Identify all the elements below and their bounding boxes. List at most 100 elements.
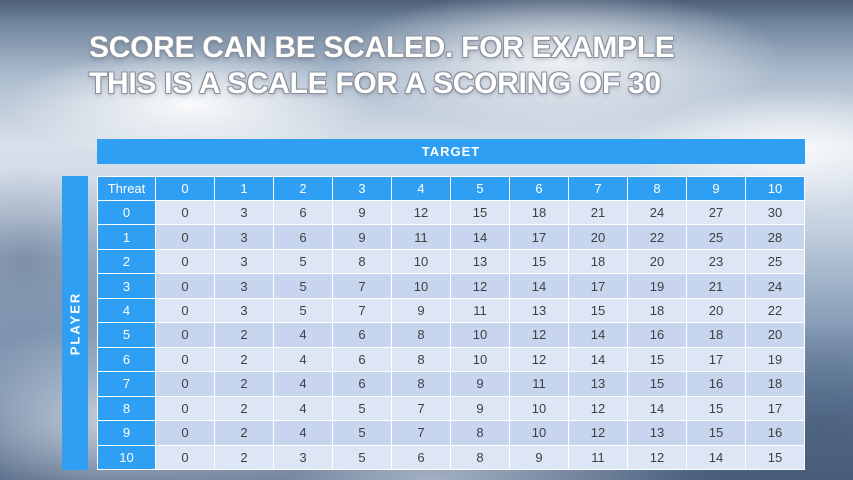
score-cell: 14 xyxy=(568,322,628,348)
score-cell: 13 xyxy=(627,420,687,446)
threat-corner-header: Threat xyxy=(97,176,156,201)
score-cell: 5 xyxy=(273,273,333,299)
score-cell: 8 xyxy=(391,322,451,348)
score-cell: 20 xyxy=(745,322,805,348)
score-cell: 23 xyxy=(686,248,746,275)
score-cell: 18 xyxy=(745,371,805,397)
threat-row-header: 0 xyxy=(97,199,156,226)
target-col-header: 0 xyxy=(155,176,215,201)
score-cell: 9 xyxy=(509,444,569,471)
score-cell: 8 xyxy=(391,346,451,373)
target-col-header: 4 xyxy=(391,176,451,201)
score-cell: 3 xyxy=(214,248,274,275)
score-cell: 5 xyxy=(332,395,392,422)
score-cell: 4 xyxy=(273,346,333,373)
score-cell: 22 xyxy=(627,224,687,250)
score-cell: 24 xyxy=(745,273,805,299)
threat-row-header: 1 xyxy=(97,224,156,250)
score-cell: 15 xyxy=(509,248,569,275)
table-row: 3 0 3 5 7 10 12 14 17 19 21 24 xyxy=(97,273,805,299)
score-cell: 20 xyxy=(568,224,628,250)
table-header-row: Threat 0 1 2 3 4 5 6 7 8 9 10 xyxy=(97,176,805,201)
score-cell: 14 xyxy=(627,395,687,422)
score-cell: 12 xyxy=(391,199,451,226)
slide-title-line1: SCORE CAN BE SCALED. FOR EXAMPLE xyxy=(89,31,675,64)
target-col-header: 1 xyxy=(214,176,274,201)
slide-title: SCORE CAN BE SCALED. FOR EXAMPLE THIS IS… xyxy=(89,30,675,102)
score-cell: 9 xyxy=(332,224,392,250)
score-cell: 28 xyxy=(745,224,805,250)
score-cell: 4 xyxy=(273,371,333,397)
score-cell: 25 xyxy=(686,224,746,250)
score-cell: 5 xyxy=(273,297,333,324)
score-cell: 17 xyxy=(568,273,628,299)
score-cell: 0 xyxy=(155,371,215,397)
score-cell: 3 xyxy=(214,297,274,324)
score-cell: 18 xyxy=(686,322,746,348)
score-cell: 12 xyxy=(568,420,628,446)
score-cell: 20 xyxy=(686,297,746,324)
score-cell: 15 xyxy=(745,444,805,471)
target-col-header: 3 xyxy=(332,176,392,201)
score-cell: 0 xyxy=(155,346,215,373)
score-cell: 18 xyxy=(568,248,628,275)
score-cell: 15 xyxy=(686,395,746,422)
threat-row-header: 3 xyxy=(97,273,156,299)
score-cell: 8 xyxy=(450,420,510,446)
score-cell: 6 xyxy=(273,224,333,250)
score-cell: 3 xyxy=(214,199,274,226)
threat-row-header: 4 xyxy=(97,297,156,324)
table-row: 7 0 2 4 6 8 9 11 13 15 16 18 xyxy=(97,371,805,397)
score-cell: 6 xyxy=(332,371,392,397)
target-col-header: 6 xyxy=(509,176,569,201)
score-cell: 10 xyxy=(509,395,569,422)
score-cell: 16 xyxy=(627,322,687,348)
target-col-header: 10 xyxy=(745,176,805,201)
score-cell: 10 xyxy=(391,273,451,299)
threat-row-header: 2 xyxy=(97,248,156,275)
target-header-bar: TARGET xyxy=(97,139,805,164)
score-cell: 14 xyxy=(450,224,510,250)
score-cell: 12 xyxy=(627,444,687,471)
threat-row-header: 9 xyxy=(97,420,156,446)
score-cell: 2 xyxy=(214,371,274,397)
slide-title-line2: THIS IS A SCALE FOR A SCORING OF 30 xyxy=(89,67,661,100)
score-cell: 3 xyxy=(273,444,333,471)
score-cell: 7 xyxy=(332,297,392,324)
score-cell: 2 xyxy=(214,395,274,422)
score-cell: 12 xyxy=(568,395,628,422)
score-cell: 24 xyxy=(627,199,687,226)
score-cell: 30 xyxy=(745,199,805,226)
score-cell: 0 xyxy=(155,224,215,250)
score-cell: 3 xyxy=(214,224,274,250)
score-cell: 14 xyxy=(509,273,569,299)
score-cell: 20 xyxy=(627,248,687,275)
target-col-header: 7 xyxy=(568,176,628,201)
score-cell: 18 xyxy=(627,297,687,324)
score-cell: 0 xyxy=(155,322,215,348)
score-cell: 21 xyxy=(568,199,628,226)
score-cell: 2 xyxy=(214,322,274,348)
score-cell: 14 xyxy=(686,444,746,471)
score-cell: 12 xyxy=(450,273,510,299)
score-cell: 7 xyxy=(391,395,451,422)
score-cell: 5 xyxy=(332,420,392,446)
table-row: 10 0 2 3 5 6 8 9 11 12 14 15 xyxy=(97,444,805,471)
target-col-header: 9 xyxy=(686,176,746,201)
score-cell: 15 xyxy=(568,297,628,324)
score-cell: 27 xyxy=(686,199,746,226)
score-cell: 0 xyxy=(155,199,215,226)
threat-row-header: 10 xyxy=(97,444,156,471)
score-cell: 8 xyxy=(391,371,451,397)
table-row: 2 0 3 5 8 10 13 15 18 20 23 25 xyxy=(97,248,805,275)
score-cell: 15 xyxy=(450,199,510,226)
score-cell: 19 xyxy=(627,273,687,299)
score-cell: 13 xyxy=(450,248,510,275)
score-table-body: 0 0 3 6 9 12 15 18 21 24 27 30 1 0 3 6 9 11 14 17 20 22 25 28 2 0… xyxy=(97,199,805,471)
target-col-header: 5 xyxy=(450,176,510,201)
score-cell: 9 xyxy=(450,371,510,397)
target-col-header: 2 xyxy=(273,176,333,201)
score-cell: 17 xyxy=(686,346,746,373)
score-cell: 11 xyxy=(391,224,451,250)
